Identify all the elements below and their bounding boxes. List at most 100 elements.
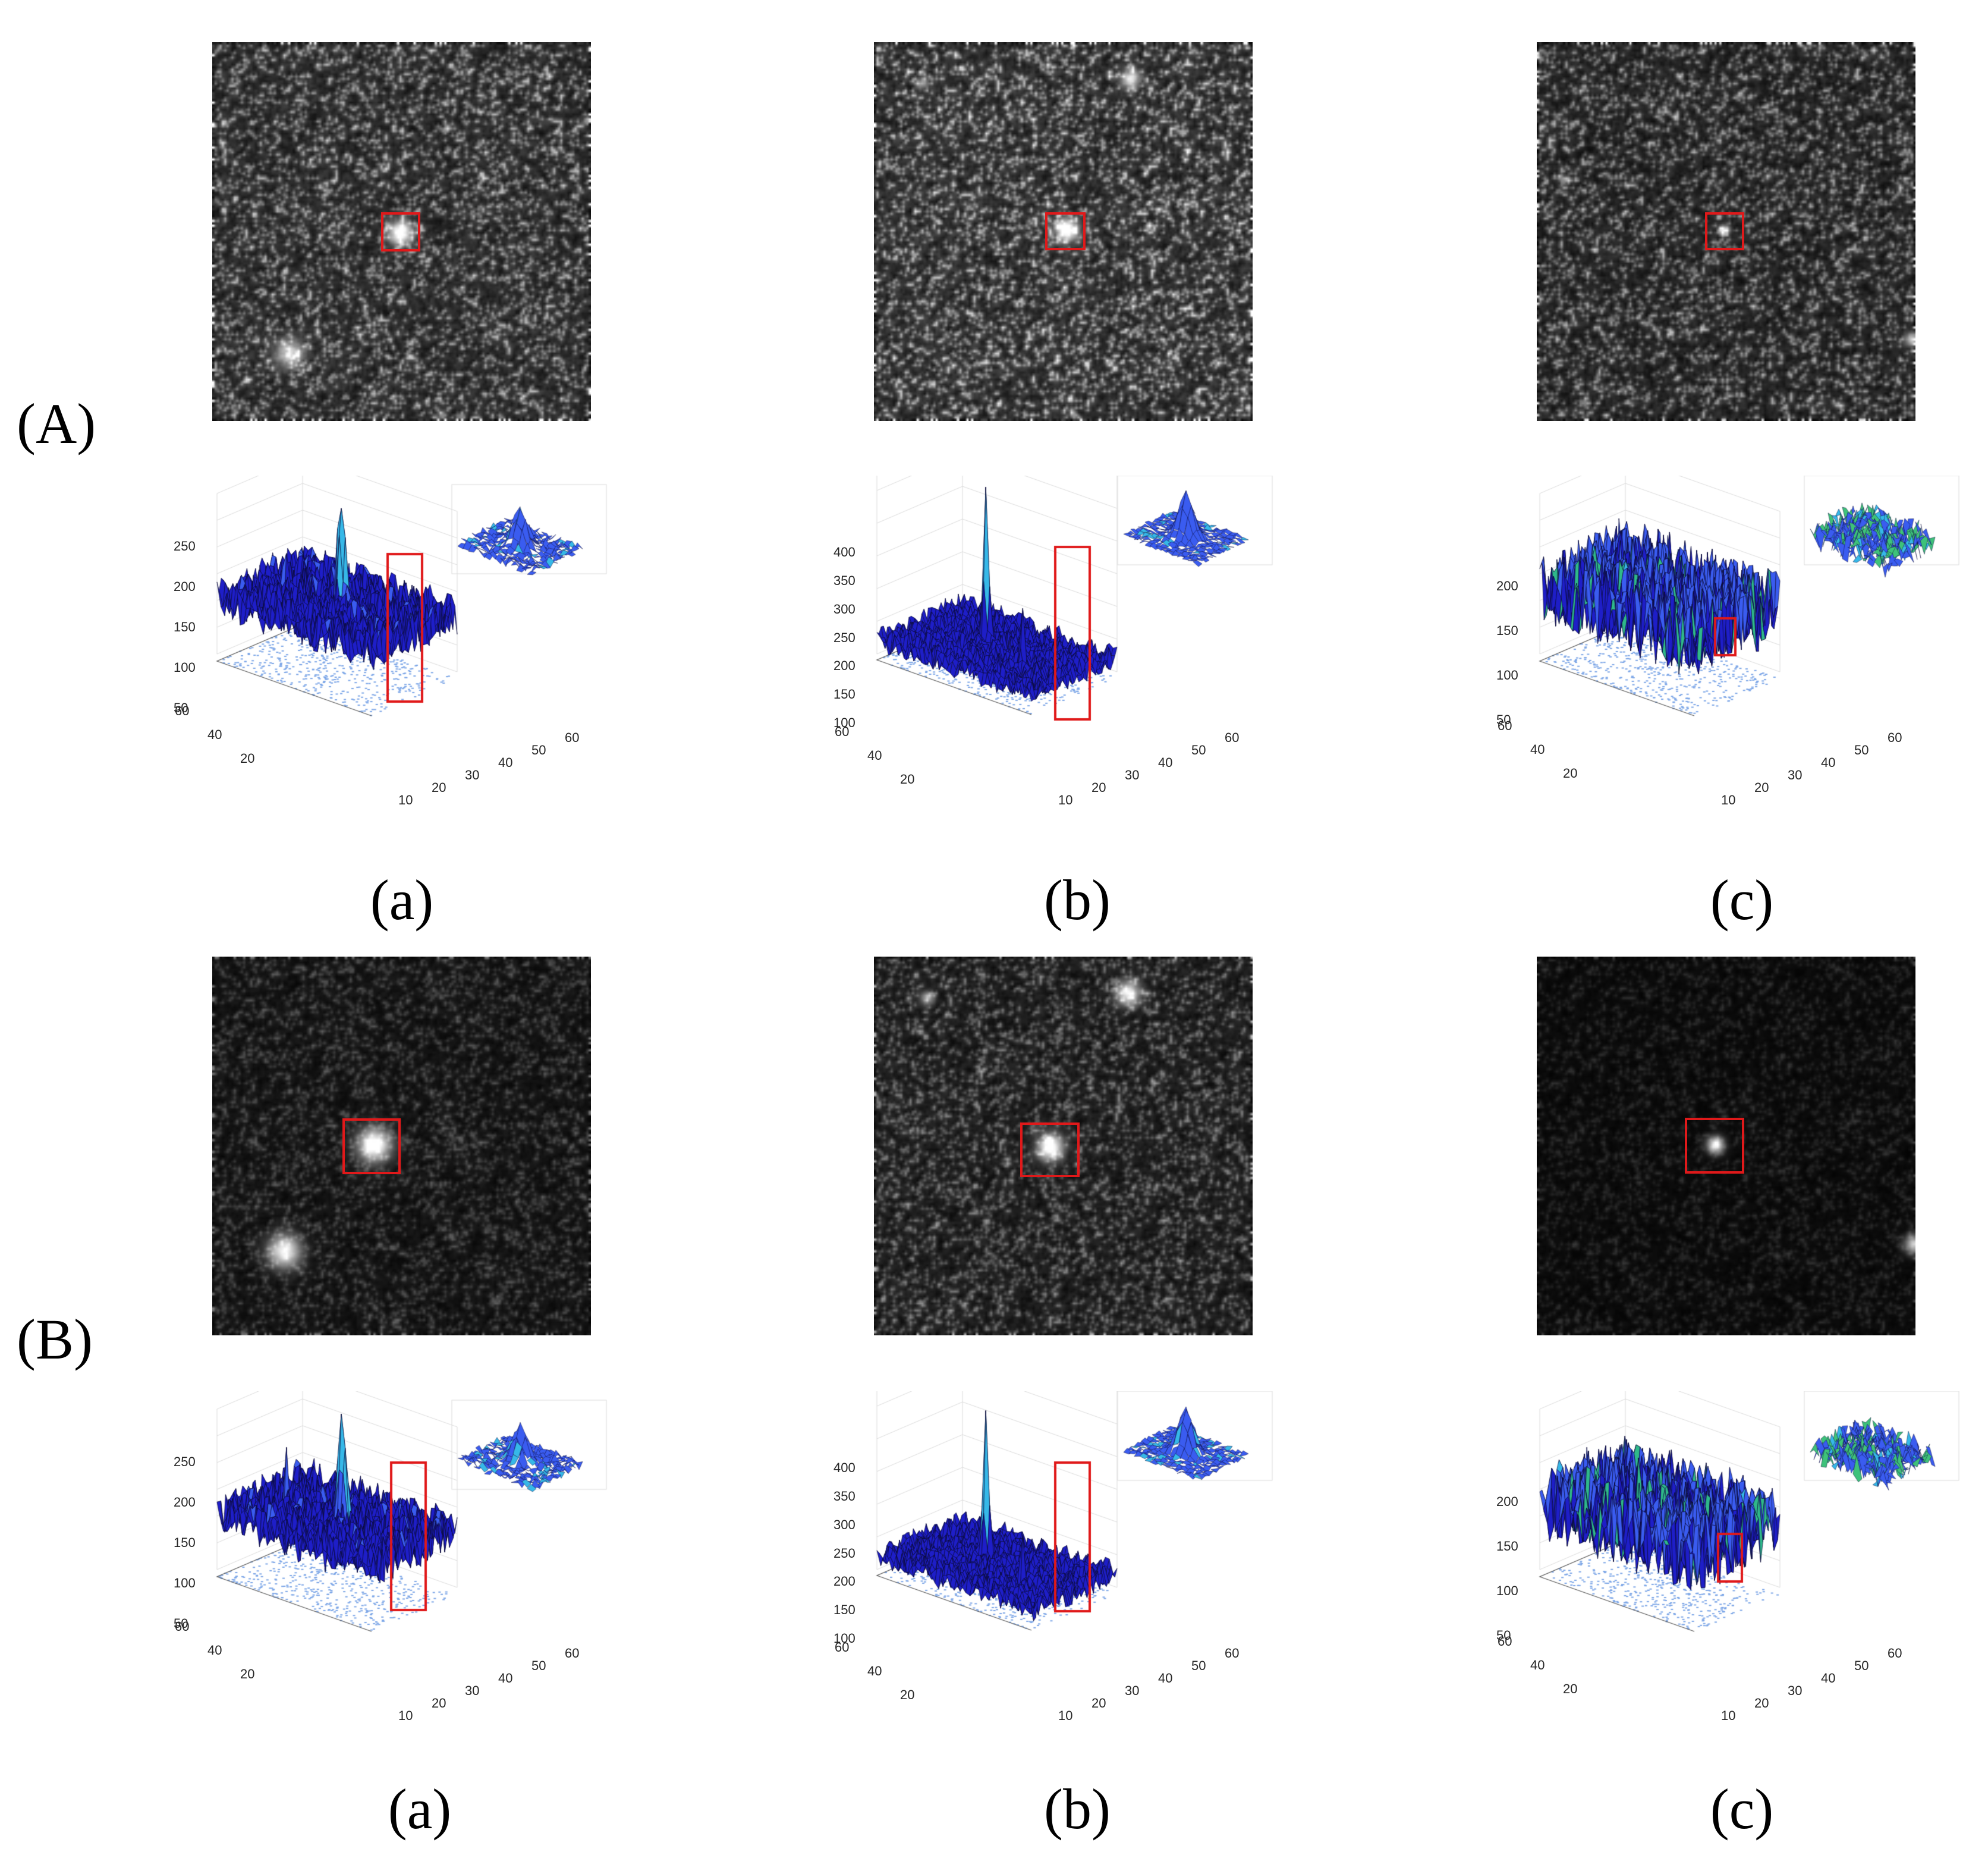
y-tick-label: 20 — [240, 751, 255, 766]
z-tick-label: 250 — [174, 539, 196, 554]
target-box — [1685, 1118, 1744, 1174]
z-tick-label: 200 — [833, 658, 855, 674]
x-tick-label: 50 — [1191, 743, 1206, 757]
z-tick-label: 200 — [1496, 578, 1518, 593]
sub-label-A-c: (c) — [1710, 868, 1774, 932]
x-tick-label: 60 — [565, 1646, 580, 1661]
z-tick-label: 400 — [833, 1460, 855, 1475]
sub-label-B-c: (c) — [1710, 1777, 1774, 1841]
x-tick-label: 20 — [1091, 1696, 1106, 1710]
infrared-image-A-c — [1537, 42, 1915, 421]
z-tick-label: 200 — [174, 579, 196, 594]
x-tick-label: 10 — [398, 1708, 413, 1723]
sub-label-B-b: (b) — [1044, 1777, 1111, 1841]
y-tick-label: 20 — [1563, 1681, 1578, 1696]
z-tick-label: 150 — [174, 620, 196, 634]
x-tick-label: 20 — [432, 1696, 446, 1710]
y-tick-label: 60 — [835, 1640, 850, 1655]
z-tick-label: 300 — [833, 1517, 855, 1532]
z-tick-label: 150 — [174, 1535, 196, 1550]
x-tick-label: 30 — [1125, 1683, 1140, 1698]
y-tick-label: 40 — [207, 727, 222, 742]
surface-plot-A-c: 200 150 100 50 60 40 20 10 20 30 40 50 60 — [1489, 476, 1965, 832]
z-tick-label: 50 — [1496, 1628, 1511, 1643]
z-tick-label: 250 — [174, 1454, 196, 1469]
surface-plot-B-b: 400 350 300 250 200 150 100 60 40 20 10 20 30 40 50 60 — [826, 1391, 1302, 1748]
z-tick-label: 100 — [833, 715, 855, 730]
z-tick-label: 350 — [833, 573, 855, 588]
z-tick-label: 100 — [174, 660, 196, 675]
x-tick-label: 10 — [1721, 793, 1736, 807]
surface-plot-A-b: 400 350 300 250 200 150 100 60 40 20 10 20 30 40 50 60 — [826, 476, 1302, 832]
x-tick-label: 40 — [498, 755, 513, 770]
x-tick-label: 30 — [465, 768, 480, 782]
infrared-image-B-a — [212, 957, 591, 1335]
y-tick-label: 60 — [175, 703, 190, 718]
y-tick-label: 40 — [1530, 742, 1545, 757]
y-tick-label: 60 — [1498, 1634, 1512, 1649]
x-tick-label: 30 — [465, 1683, 480, 1698]
x-tick-label: 20 — [1091, 780, 1106, 795]
y-tick-label: 20 — [1563, 766, 1578, 781]
x-tick-label: 50 — [1854, 1658, 1869, 1673]
target-box — [1045, 212, 1086, 250]
z-tick-label: 150 — [1496, 1539, 1518, 1554]
x-tick-label: 60 — [1225, 730, 1240, 745]
x-tick-label: 60 — [1888, 730, 1902, 745]
z-tick-label: 400 — [833, 545, 855, 559]
sub-label-A-a: (a) — [370, 868, 434, 932]
x-tick-label: 20 — [432, 780, 446, 795]
y-tick-label: 40 — [207, 1643, 222, 1658]
target-box — [381, 212, 420, 251]
x-tick-label: 30 — [1788, 768, 1803, 782]
target-box — [1705, 212, 1744, 250]
infrared-image-B-c — [1537, 957, 1915, 1335]
target-box — [342, 1118, 401, 1174]
x-tick-label: 10 — [398, 793, 413, 807]
target-box — [1020, 1122, 1080, 1177]
x-tick-label: 60 — [1888, 1646, 1902, 1661]
z-tick-label: 50 — [174, 700, 188, 715]
x-tick-label: 20 — [1754, 780, 1769, 795]
z-tick-label: 150 — [833, 687, 855, 702]
z-tick-label: 250 — [833, 1545, 855, 1561]
z-tick-label: 150 — [1496, 623, 1518, 638]
x-tick-label: 40 — [498, 1671, 513, 1686]
row-label-A: (A) — [17, 392, 96, 455]
z-tick-label: 100 — [174, 1576, 196, 1590]
x-tick-label: 40 — [1821, 1671, 1836, 1686]
z-tick-label: 100 — [1496, 668, 1518, 683]
z-tick-label: 200 — [1496, 1494, 1518, 1509]
y-tick-label: 40 — [1530, 1658, 1545, 1672]
x-tick-label: 40 — [1158, 1671, 1173, 1686]
x-tick-label: 50 — [531, 743, 546, 757]
z-tick-label: 250 — [833, 630, 855, 645]
x-tick-label: 60 — [1225, 1646, 1240, 1661]
surface-plot-A-a: 250 200 150 100 50 60 40 20 10 20 30 40 50 60 — [166, 476, 642, 832]
row-label-B: (B) — [17, 1307, 93, 1371]
z-tick-label: 200 — [833, 1574, 855, 1589]
sub-label-A-b: (b) — [1044, 868, 1111, 932]
z-tick-label: 100 — [1496, 1583, 1518, 1598]
x-tick-label: 20 — [1754, 1696, 1769, 1710]
y-tick-label: 60 — [835, 724, 850, 739]
y-tick-label: 20 — [900, 772, 915, 787]
x-tick-label: 50 — [1854, 743, 1869, 757]
infrared-image-A-a — [212, 42, 591, 421]
z-tick-label: 350 — [833, 1488, 855, 1504]
y-tick-label: 20 — [900, 1687, 915, 1702]
z-tick-label: 50 — [1496, 712, 1511, 727]
surface-plot-B-a: 250 200 150 100 50 60 40 20 10 20 30 40 50 60 — [166, 1391, 642, 1748]
y-tick-label: 60 — [175, 1619, 190, 1634]
y-tick-label: 40 — [867, 748, 882, 763]
x-tick-label: 40 — [1158, 755, 1173, 770]
x-tick-label: 10 — [1058, 793, 1073, 807]
x-tick-label: 30 — [1125, 768, 1140, 782]
z-tick-label: 300 — [833, 601, 855, 617]
x-tick-label: 40 — [1821, 755, 1836, 770]
z-tick-label: 100 — [833, 1631, 855, 1646]
x-tick-label: 50 — [1191, 1658, 1206, 1673]
y-tick-label: 20 — [240, 1667, 255, 1681]
z-tick-label: 150 — [833, 1602, 855, 1618]
infrared-image-B-b — [874, 957, 1253, 1335]
